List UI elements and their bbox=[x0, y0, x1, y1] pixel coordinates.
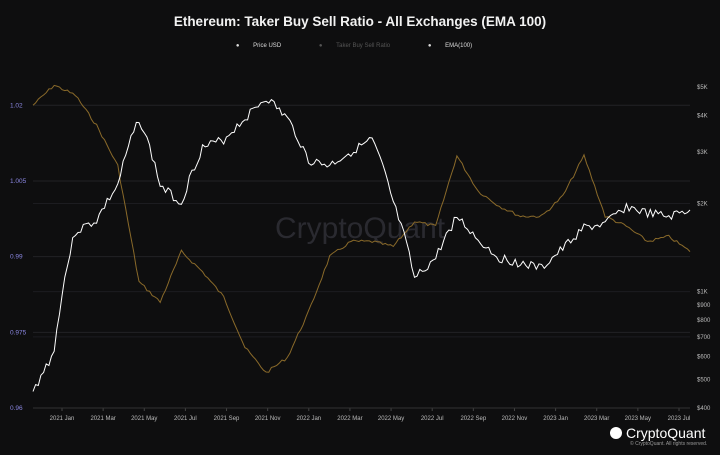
y-right-tick: $500 bbox=[697, 378, 711, 384]
y-left-tick: 0.96 bbox=[10, 405, 23, 412]
y-right-tick: $2K bbox=[697, 202, 708, 208]
y-right-tick: $900 bbox=[697, 303, 711, 309]
cryptoquant-logo-icon bbox=[610, 427, 622, 439]
legend-item-ema[interactable]: ● EMA(100) bbox=[427, 43, 473, 49]
chart-title: Ethereum: Taker Buy Sell Ratio - All Exc… bbox=[173, 14, 547, 29]
x-tick: 2022 Mar bbox=[337, 416, 362, 422]
y-right-tick: $1K bbox=[697, 290, 708, 296]
y-left-tick: 1.02 bbox=[10, 102, 23, 109]
brand-logo: CryptoQuant bbox=[610, 425, 705, 441]
x-tick: 2023 May bbox=[625, 416, 651, 422]
x-tick: 2023 Jan bbox=[543, 416, 568, 422]
watermark: CryptoQuant bbox=[275, 212, 446, 245]
y-right-tick: $5K bbox=[697, 85, 708, 91]
x-tick: 2023 Jul bbox=[668, 416, 691, 422]
x-tick: 2021 Sep bbox=[214, 416, 240, 422]
y-right-tick: $700 bbox=[697, 335, 711, 341]
y-right-tick: $800 bbox=[697, 318, 711, 324]
x-tick: 2021 Nov bbox=[255, 416, 281, 422]
ema-line bbox=[32, 84, 691, 373]
x-tick: 2022 May bbox=[378, 416, 404, 422]
y-left-tick: 0.99 bbox=[10, 254, 23, 261]
legend-item-price[interactable]: ● Price USD bbox=[235, 43, 282, 49]
legend-item-ratio[interactable]: ● Taker Buy Sell Ratio bbox=[318, 43, 391, 49]
x-tick: 2023 Mar bbox=[584, 416, 609, 422]
x-tick: 2022 Jan bbox=[296, 416, 321, 422]
y-right-tick: $600 bbox=[697, 354, 711, 360]
x-tick: 2021 May bbox=[131, 416, 157, 422]
y-right-tick: $3K bbox=[697, 150, 708, 156]
x-tick: 2021 Mar bbox=[90, 416, 115, 422]
copyright: © CryptoQuant. All rights reserved. bbox=[630, 441, 708, 447]
x-tick: 2021 Jan bbox=[50, 416, 75, 422]
x-tick: 2022 Jul bbox=[421, 416, 444, 422]
x-tick: 2022 Nov bbox=[502, 416, 528, 422]
x-tick: 2021 Jul bbox=[174, 416, 197, 422]
price-line bbox=[32, 98, 691, 392]
y-right-tick: $4K bbox=[697, 113, 708, 119]
y-left-tick: 0.975 bbox=[10, 329, 27, 336]
chart-legend: ● Price USD ● Taker Buy Sell Ratio ● EMA… bbox=[0, 43, 720, 49]
y-right-tick: $400 bbox=[697, 406, 711, 412]
y-left-tick: 1.005 bbox=[10, 178, 27, 185]
x-tick: 2022 Sep bbox=[460, 416, 486, 422]
